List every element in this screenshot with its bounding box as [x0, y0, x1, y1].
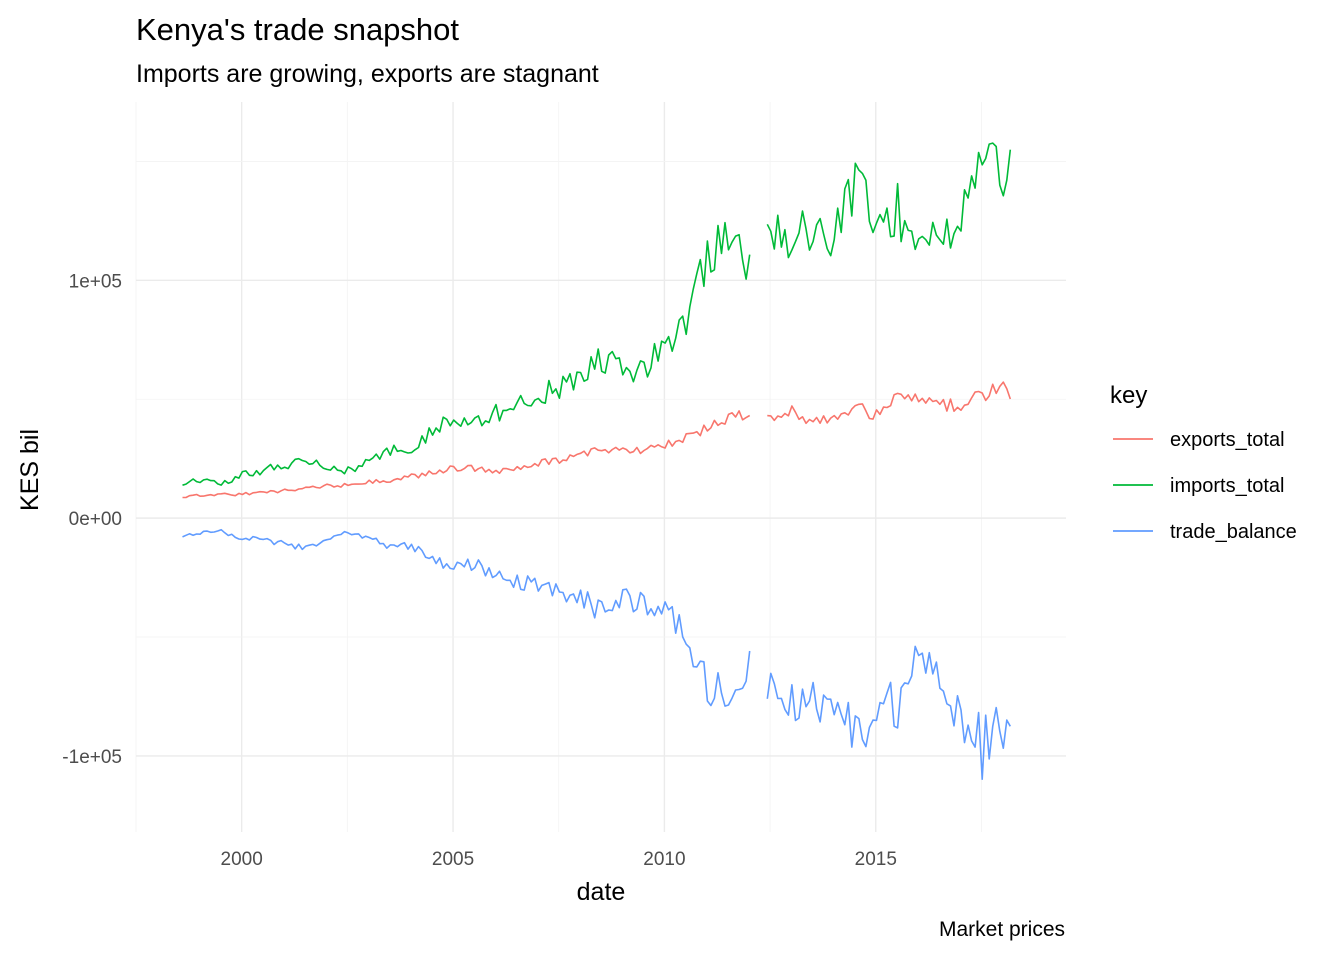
chart-caption: Market prices: [938, 918, 1065, 941]
legend: key exports_total imports_total trade_bala…: [1110, 382, 1297, 543]
x-axis-ticks: 2000 2005 2010 2015: [221, 849, 897, 870]
legend-label-imports_total: imports_total: [1170, 475, 1285, 497]
x-tick-label: 2015: [855, 849, 897, 870]
chart-title: Kenya's trade snapshot: [136, 12, 460, 47]
trade_balance-line-1: [182, 528, 751, 707]
y-tick-label: -1e+05: [62, 747, 122, 768]
x-tick-label: 2005: [432, 849, 474, 870]
y-tick-label: 1e+05: [69, 271, 122, 292]
y-axis-title: KES bil: [16, 429, 44, 511]
legend-label-trade_balance: trade_balance: [1170, 521, 1297, 543]
x-axis-title: date: [577, 878, 626, 906]
series-lines: [182, 142, 1012, 781]
y-tick-label: 0e+00: [69, 509, 122, 530]
x-tick-label: 2000: [221, 849, 263, 870]
legend-label-exports_total: exports_total: [1170, 429, 1285, 451]
x-tick-label: 2010: [643, 849, 685, 870]
trade_balance-line-2: [766, 645, 1011, 781]
y-axis-ticks: -1e+05 0e+00 1e+05: [62, 271, 122, 768]
exports_total-line-2: [767, 381, 1012, 425]
legend-title: key: [1110, 382, 1147, 409]
imports_total-line-2: [766, 142, 1012, 259]
exports_total-line-1: [182, 410, 751, 499]
imports_total-line-1: [182, 221, 751, 486]
chart-subtitle: Imports are growing, exports are stagnan…: [136, 60, 599, 88]
